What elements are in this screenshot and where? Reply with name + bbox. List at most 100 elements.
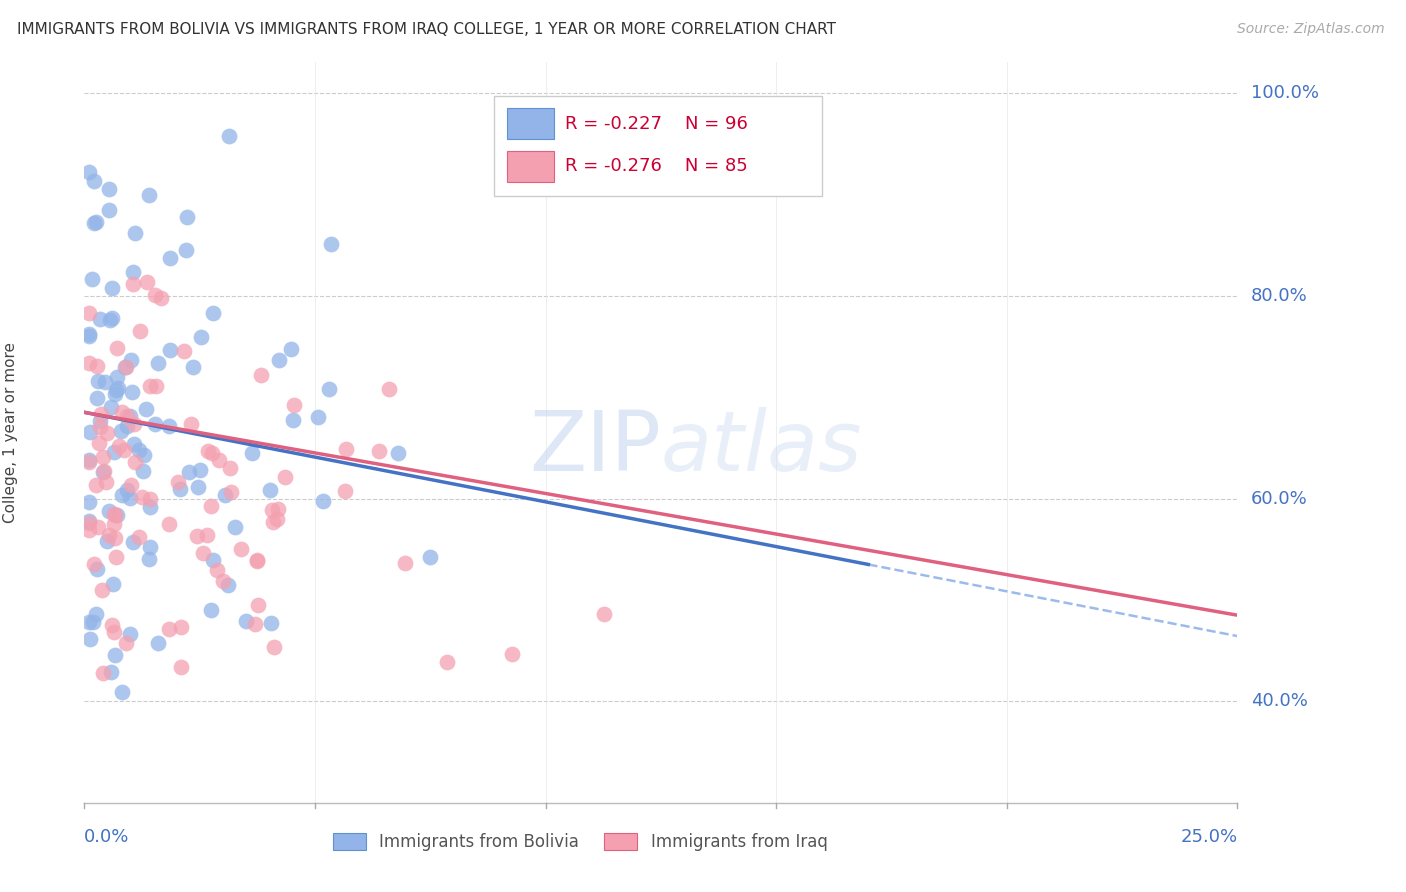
Point <box>97 181 120 195</box>
Point <box>335 442 357 457</box>
Point <box>87 375 110 389</box>
Point <box>188 463 211 477</box>
Point <box>240 446 263 460</box>
Point <box>120 352 142 367</box>
Point <box>157 622 180 636</box>
Point <box>90 407 112 421</box>
Point <box>83 174 105 188</box>
Bar <box>508 108 554 139</box>
Point <box>103 516 125 531</box>
Point <box>100 310 122 325</box>
Point <box>235 614 257 628</box>
Text: 80.0%: 80.0% <box>1251 286 1308 305</box>
Point <box>77 523 100 537</box>
Point <box>387 446 409 460</box>
Point <box>100 665 122 679</box>
Point <box>77 306 100 320</box>
Point <box>105 508 128 522</box>
Point <box>593 607 616 621</box>
Point <box>217 577 239 591</box>
Point <box>86 519 108 533</box>
Point <box>159 252 181 266</box>
Point <box>105 383 128 397</box>
Point <box>281 413 304 427</box>
Text: 25.0%: 25.0% <box>1180 828 1237 847</box>
Point <box>267 501 290 516</box>
Point <box>77 615 100 629</box>
Point <box>98 504 121 518</box>
Point <box>107 439 129 453</box>
Point <box>77 494 100 508</box>
Point <box>104 531 127 545</box>
Text: 60.0%: 60.0% <box>1251 490 1308 508</box>
Point <box>79 356 101 370</box>
Point <box>132 463 155 477</box>
Point <box>181 359 204 374</box>
Point <box>367 443 389 458</box>
Point <box>134 448 156 462</box>
Point <box>124 455 146 469</box>
Point <box>115 636 138 650</box>
Point <box>200 603 222 617</box>
Point <box>135 401 157 416</box>
Point <box>122 277 145 291</box>
Text: atlas: atlas <box>661 407 862 488</box>
Point <box>89 420 111 434</box>
Point <box>77 516 100 530</box>
Point <box>131 490 153 504</box>
Point <box>122 534 145 549</box>
Point <box>186 528 208 542</box>
Point <box>82 615 104 629</box>
Point <box>121 385 143 400</box>
Point <box>118 409 141 424</box>
Point <box>202 552 225 566</box>
Point <box>91 665 114 680</box>
Point <box>260 615 283 630</box>
Point <box>321 237 343 252</box>
Point <box>135 275 157 289</box>
Point <box>98 313 121 327</box>
Point <box>149 291 172 305</box>
Point <box>193 546 215 560</box>
Point <box>176 211 198 225</box>
Point <box>79 326 101 341</box>
Point <box>86 562 108 576</box>
Point <box>224 520 246 534</box>
Point <box>111 404 134 418</box>
Point <box>117 483 139 498</box>
Point <box>122 265 145 279</box>
Point <box>86 392 108 406</box>
Point <box>259 483 281 497</box>
Point <box>138 378 160 392</box>
Point <box>201 446 224 460</box>
Point <box>117 409 139 423</box>
Point <box>211 574 233 589</box>
Point <box>307 410 329 425</box>
Point <box>139 540 162 554</box>
Point <box>97 528 120 542</box>
Point <box>148 636 170 650</box>
Point <box>195 528 218 542</box>
Text: Source: ZipAtlas.com: Source: ZipAtlas.com <box>1237 22 1385 37</box>
Point <box>169 483 191 497</box>
Point <box>84 478 107 492</box>
Point <box>101 618 124 632</box>
Point <box>104 387 127 401</box>
Point <box>318 383 340 397</box>
Point <box>124 227 146 241</box>
Point <box>79 425 101 439</box>
Point <box>145 379 167 393</box>
Point <box>139 500 162 514</box>
Point <box>378 382 401 396</box>
Point <box>219 485 242 500</box>
Point <box>157 419 180 434</box>
Point <box>112 443 135 458</box>
Point <box>187 480 209 494</box>
FancyBboxPatch shape <box>494 95 823 195</box>
Point <box>274 470 297 484</box>
Point <box>269 353 291 368</box>
Point <box>105 341 128 355</box>
Legend: Immigrants from Bolivia, Immigrants from Iraq: Immigrants from Bolivia, Immigrants from… <box>326 826 834 857</box>
Point <box>80 272 103 286</box>
Point <box>120 478 142 492</box>
